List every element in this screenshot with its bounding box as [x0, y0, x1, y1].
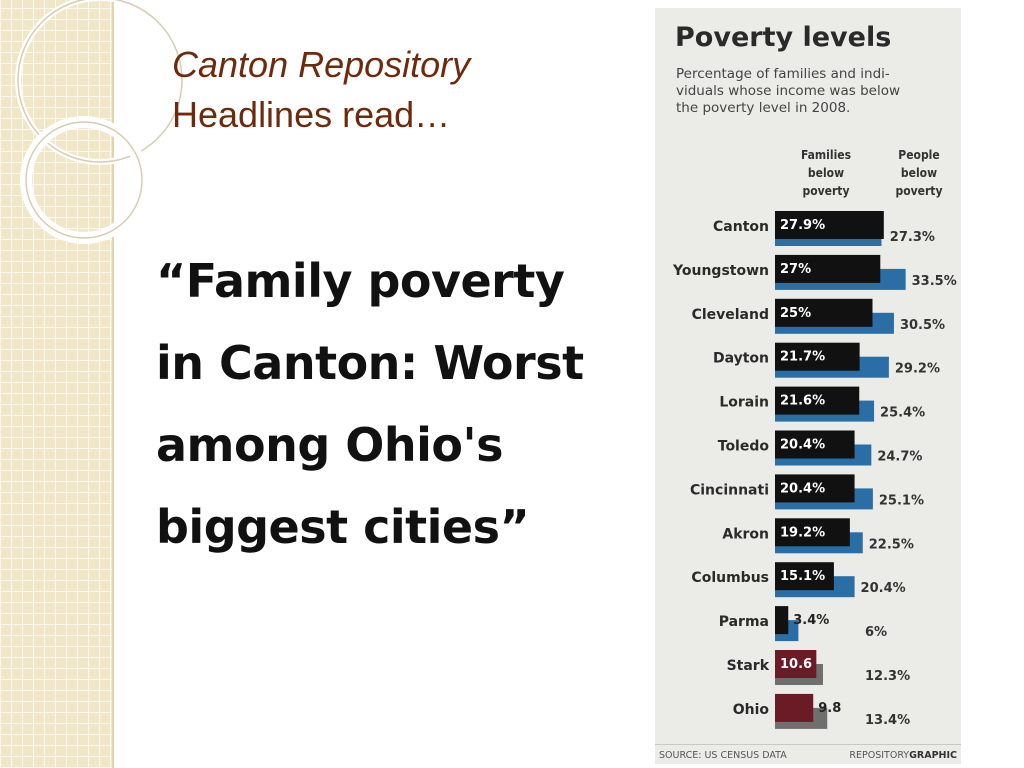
decorative-rings [15, 0, 185, 244]
headline-line-4: biggest cities” [156, 500, 530, 554]
chart-title: Poverty levels [675, 22, 892, 53]
bar-chart-plot: Canton 27.9% 27.3% Youngstown 27% 33.5% Clevel… [672, 211, 957, 729]
category-label: Cleveland [692, 307, 769, 323]
families-header-line: Families [800, 148, 852, 162]
category-label: Cincinnati [690, 482, 769, 498]
people-value-label: 25.4% [880, 406, 925, 421]
chart-subtitle-line: viduals whose income was below [676, 83, 901, 99]
families-column-header: Families below poverty [795, 146, 857, 200]
families-header-line: below [807, 166, 845, 180]
families-value-label: 19.2% [780, 525, 825, 540]
chart-source: SOURCE: US CENSUS DATA [659, 750, 787, 761]
people-header-line: below [900, 166, 938, 180]
people-value-label: 25.1% [879, 493, 924, 508]
families-bar [775, 693, 814, 722]
families-value-label: 20.4% [780, 438, 825, 453]
families-bar [775, 518, 850, 547]
families-value-label: 27% [780, 262, 811, 277]
category-label: Akron [722, 526, 769, 542]
people-column-header: People below poverty [889, 146, 949, 200]
headline-quote: “Family poverty in Canton: Worst among O… [156, 240, 656, 568]
families-value-label: 21.6% [780, 394, 825, 409]
headline-line-2: in Canton: Worst [156, 336, 584, 390]
category-label: Toledo [718, 439, 770, 455]
families-value-label: 21.7% [780, 350, 825, 365]
families-bar [775, 650, 817, 678]
side-divider [112, 0, 114, 768]
families-bar [775, 254, 881, 283]
slide-title-line-1: Canton Repository [172, 44, 471, 85]
chart-subtitle-line: the poverty level in 2008. [676, 100, 851, 116]
families-bar [775, 606, 789, 635]
people-value-label: 29.2% [895, 362, 940, 377]
headline-line-1: “Family poverty [156, 254, 565, 308]
people-value-label: 24.7% [877, 450, 922, 465]
families-value-label: 25% [780, 306, 811, 321]
families-value-label: 20.4% [780, 481, 825, 496]
families-bar [775, 430, 855, 459]
people-header-line: People [898, 148, 940, 162]
chart-subtitle-line: Percentage of families and indi- [676, 66, 890, 82]
chart-subtitle: Percentage of families and indi- viduals… [676, 66, 946, 117]
chart-footer: SOURCE: US CENSUS DATA REPOSITORYGRAPHIC [655, 744, 961, 765]
slide-title-line-2: Headlines read… [172, 94, 451, 135]
category-label: Ohio [733, 702, 770, 718]
category-label: Columbus [691, 570, 769, 586]
families-bar [775, 562, 834, 591]
people-value-label: 6% [865, 625, 887, 640]
category-label: Dayton [713, 351, 769, 367]
families-bar [775, 211, 884, 239]
category-label: Canton [713, 219, 769, 235]
headline-line-3: among Ohio's [156, 418, 503, 472]
families-value-label: 3.4% [793, 613, 829, 628]
chart-credit: REPOSITORYGRAPHIC [849, 750, 957, 761]
families-header-line: poverty [802, 184, 850, 198]
people-header-line: poverty [895, 184, 943, 198]
families-bar [775, 342, 860, 371]
people-value-label: 33.5% [912, 274, 957, 289]
people-value-label: 27.3% [890, 230, 935, 245]
people-value-label: 12.3% [865, 669, 910, 684]
families-bar [775, 298, 873, 327]
poverty-infographic: Poverty levels Percentage of families an… [655, 8, 961, 764]
people-value-label: 13.4% [865, 713, 910, 728]
category-label: Parma [719, 614, 769, 630]
families-value-label: 15.1% [780, 569, 825, 584]
families-value-label: 10.6 [780, 657, 812, 672]
slide-title: Canton Repository Headlines read… [172, 40, 470, 140]
category-label: Youngstown [672, 263, 769, 279]
credit-suffix: GRAPHIC [909, 750, 957, 761]
families-bar [775, 386, 860, 415]
category-label: Lorain [719, 395, 769, 411]
families-value-label: 27.9% [780, 218, 825, 233]
people-value-label: 22.5% [869, 537, 914, 552]
people-value-label: 20.4% [861, 581, 906, 596]
people-value-label: 30.5% [900, 318, 945, 333]
category-label: Stark [727, 658, 770, 674]
credit-prefix: REPOSITORY [849, 750, 910, 761]
families-bar [775, 474, 855, 503]
families-value-label: 9.8 [818, 701, 841, 716]
